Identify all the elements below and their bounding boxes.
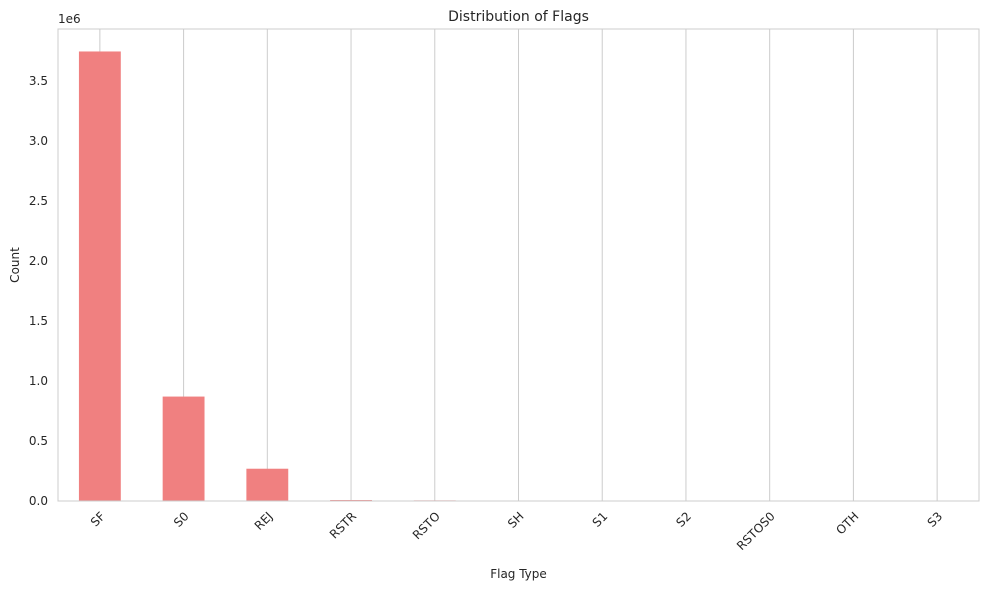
chart-title: Distribution of Flags bbox=[448, 9, 589, 25]
y-tick-label: 1.0 bbox=[29, 374, 48, 388]
plot-frame bbox=[57, 28, 980, 502]
y-tick-label: 1.5 bbox=[29, 314, 48, 328]
y-tick-label: 3.5 bbox=[29, 74, 48, 88]
y-tick-label: 0.5 bbox=[29, 434, 48, 448]
x-tick-label-rej: REJ bbox=[252, 509, 276, 533]
x-axis-title: Flag Type bbox=[490, 567, 547, 581]
x-tick-label-rsto: RSTO bbox=[410, 509, 443, 542]
y-tick-label: 2.5 bbox=[29, 194, 48, 208]
x-tick-labels: SF S0 REJ RSTR RSTO SH S1 S2 RSTOS0 OTH S3 bbox=[88, 509, 945, 553]
bar-s0 bbox=[162, 396, 205, 501]
x-tick-label-sh: SH bbox=[505, 509, 527, 531]
y-tick-label: 2.0 bbox=[29, 254, 48, 268]
x-tick-label-oth: OTH bbox=[833, 509, 861, 537]
bar-sf bbox=[78, 51, 121, 502]
bar-rej bbox=[246, 468, 289, 501]
x-tick-label-s2: S2 bbox=[673, 509, 694, 530]
y-axis-title: Count bbox=[8, 247, 22, 283]
x-tick-label-s3: S3 bbox=[925, 509, 946, 530]
y-tick-label: 0.0 bbox=[29, 494, 48, 508]
y-tick-labels: 0.0 0.5 1.0 1.5 2.0 2.5 3.0 3.5 bbox=[29, 74, 48, 508]
x-tick-label-rstr: RSTR bbox=[327, 509, 359, 541]
grid-lines bbox=[99, 29, 938, 501]
x-tick-label-s0: S0 bbox=[171, 509, 192, 530]
bars bbox=[78, 51, 959, 502]
x-tick-label-s1: S1 bbox=[590, 509, 611, 530]
x-tick-label-rstos0: RSTOS0 bbox=[734, 509, 778, 553]
x-tick-label-sf: SF bbox=[88, 509, 108, 529]
y-tick-label: 3.0 bbox=[29, 134, 48, 148]
y-offset-label: 1e6 bbox=[58, 12, 81, 26]
